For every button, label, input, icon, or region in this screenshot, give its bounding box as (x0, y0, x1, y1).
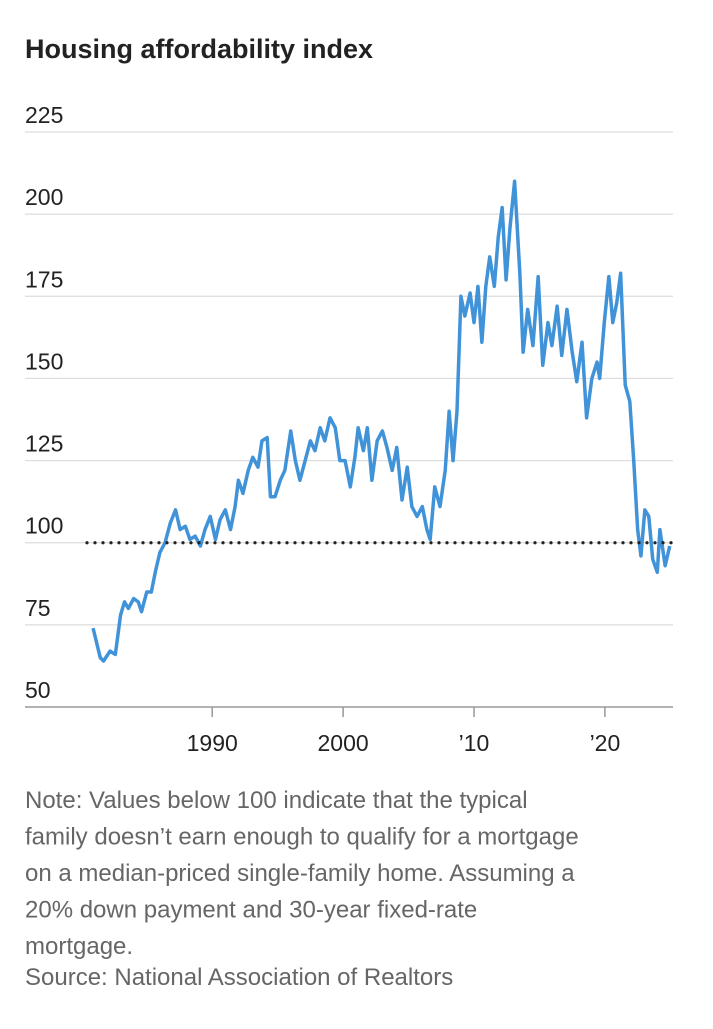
source: Source: National Association of Realtors (25, 964, 453, 991)
note-line: mortgage. (25, 933, 133, 960)
note-line: on a median-priced single-family home. A… (25, 860, 575, 887)
note-line: family doesn’t earn enough to qualify fo… (25, 824, 579, 851)
y-tick-label: 125 (25, 431, 63, 457)
data-line (91, 179, 672, 663)
y-tick-label: 225 (25, 102, 63, 128)
y-tick-label: 100 (25, 513, 63, 539)
note-line: 20% down payment and 30-year fixed-rate (25, 897, 477, 924)
y-tick-label: 150 (25, 348, 63, 374)
y-tick-label: 175 (25, 266, 63, 292)
x-tick-label: 2000 (318, 730, 369, 756)
x-tick-label: 1990 (187, 730, 238, 756)
x-tick-label: ’10 (459, 730, 490, 756)
y-tick-label: 50 (25, 677, 51, 703)
y-tick-label: 200 (25, 184, 63, 210)
note-line: Note: Values below 100 indicate that the… (25, 787, 528, 814)
chart-title: Housing affordability index (25, 34, 373, 64)
y-tick-label: 75 (25, 595, 51, 621)
x-tick-label: ’20 (590, 730, 621, 756)
